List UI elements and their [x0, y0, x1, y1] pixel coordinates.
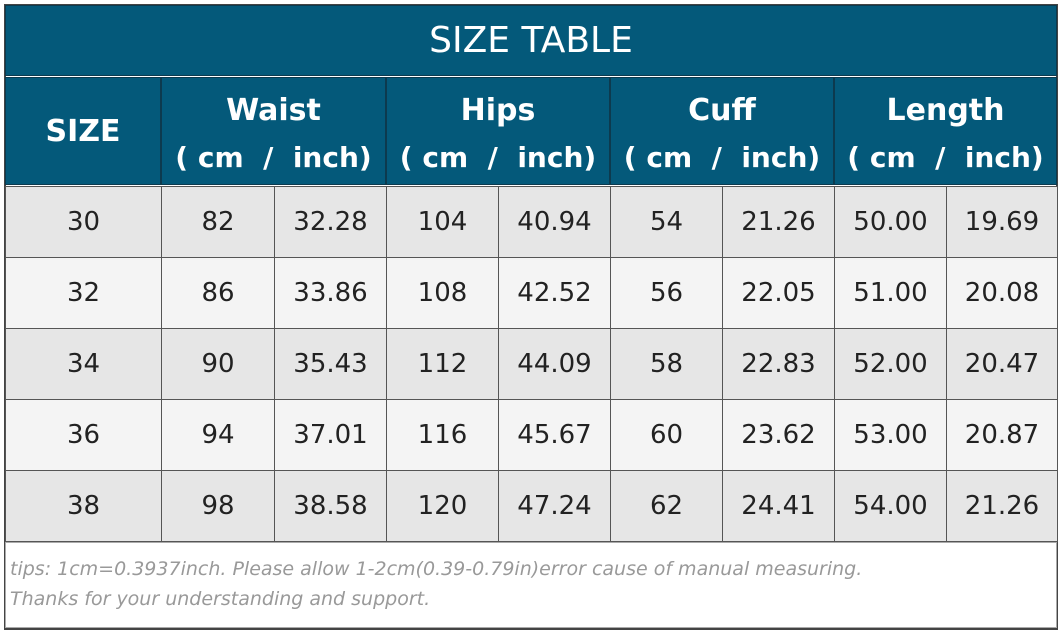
title: SIZE TABLE	[5, 5, 1057, 76]
size-header: SIZE	[5, 77, 161, 185]
table-cell: 52.00	[834, 328, 947, 400]
group-name: Cuff	[688, 92, 756, 128]
table-cell: 32.28	[274, 186, 387, 258]
table-cell: 50.00	[834, 186, 947, 258]
table-cell: 22.05	[722, 257, 835, 329]
table-cell: 19.69	[946, 186, 1058, 258]
table-cell: 32	[5, 257, 162, 329]
group-units: ( cm / inch)	[175, 140, 372, 174]
table-cell: 20.08	[946, 257, 1058, 329]
table-cell: 35.43	[274, 328, 387, 400]
table-cell: 36	[5, 399, 162, 471]
group-name: Hips	[460, 92, 536, 128]
table-cell: 54.00	[834, 470, 947, 542]
table-cell: 22.83	[722, 328, 835, 400]
group-name: Waist	[226, 92, 321, 128]
table-cell: 21.26	[722, 186, 835, 258]
table-cell: 82	[161, 186, 275, 258]
table-cell: 40.94	[498, 186, 611, 258]
group-header	[610, 77, 834, 185]
table-cell: 45.67	[498, 399, 611, 471]
group-header	[386, 77, 610, 185]
table-cell: 47.24	[498, 470, 611, 542]
table-cell: 104	[386, 186, 499, 258]
tips-box	[5, 542, 1057, 628]
group-units: ( cm / inch)	[623, 140, 821, 174]
group-units: ( cm / inch)	[399, 140, 597, 174]
table-cell: 20.47	[946, 328, 1058, 400]
table-cell: 34	[5, 328, 162, 400]
tip-line: tips: 1cm=0.3937inch. Please allow 1-2cm…	[10, 558, 863, 580]
table-cell: 51.00	[834, 257, 947, 329]
group-header	[161, 77, 386, 185]
table-cell: 38.58	[274, 470, 387, 542]
table-cell: 42.52	[498, 257, 611, 329]
group-units: ( cm / inch)	[847, 140, 1044, 174]
table-cell: 38	[5, 470, 162, 542]
table-cell: 54	[610, 186, 723, 258]
table-cell: 33.86	[274, 257, 387, 329]
table-cell: 60	[610, 399, 723, 471]
table-cell: 30	[5, 186, 162, 258]
table-cell: 53.00	[834, 399, 947, 471]
table-cell: 108	[386, 257, 499, 329]
table-cell: 94	[161, 399, 275, 471]
group-header	[834, 77, 1057, 185]
table-cell: 37.01	[274, 399, 387, 471]
table-cell: 62	[610, 470, 723, 542]
group-name: Length	[886, 92, 1005, 128]
table-cell: 90	[161, 328, 275, 400]
table-cell: 112	[386, 328, 499, 400]
table-cell: 24.41	[722, 470, 835, 542]
table-cell: 116	[386, 399, 499, 471]
table-cell: 86	[161, 257, 275, 329]
table-cell: 98	[161, 470, 275, 542]
table-cell: 120	[386, 470, 499, 542]
table-cell: 58	[610, 328, 723, 400]
table-cell: 44.09	[498, 328, 611, 400]
table-cell: 23.62	[722, 399, 835, 471]
tip-line: Thanks for your understanding and suppor…	[10, 588, 431, 610]
table-cell: 20.87	[946, 399, 1058, 471]
table-cell: 56	[610, 257, 723, 329]
table-cell: 21.26	[946, 470, 1058, 542]
